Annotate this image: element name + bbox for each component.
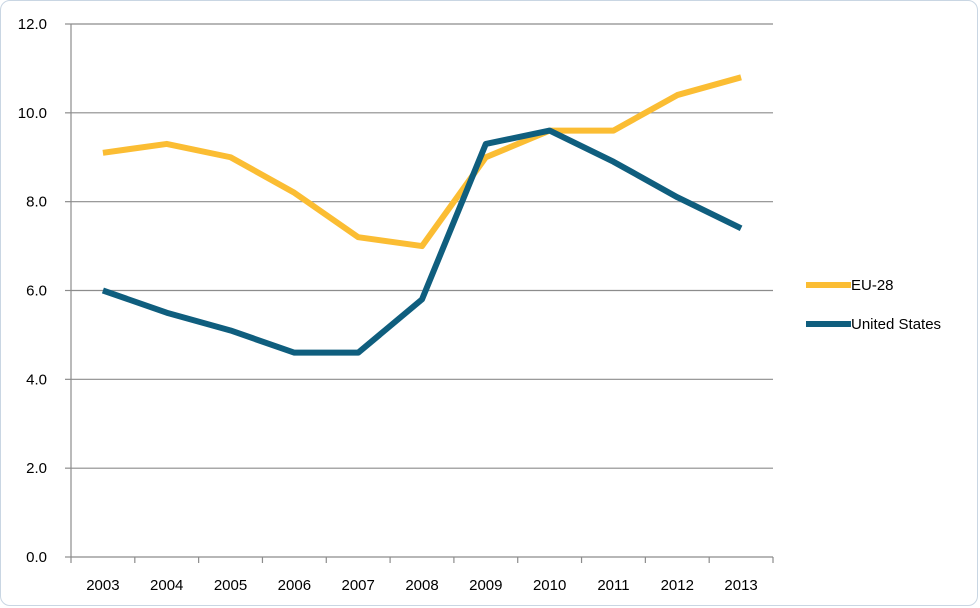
x-tick-label: 2012	[661, 577, 694, 594]
series-lines	[101, 74, 743, 356]
x-tick-label: 2008	[405, 577, 438, 594]
x-tick-label: 2006	[278, 577, 311, 594]
legend: EU-28 United States	[806, 277, 941, 333]
y-axis-tick-labels: 0.0 2.0 4.0 6.0 8.0 10.0 12.0	[18, 16, 47, 566]
y-tick-label: 8.0	[26, 194, 47, 211]
legend-label: United States	[851, 316, 941, 333]
y-tick-label: 12.0	[18, 16, 47, 33]
series-line-united-states	[101, 127, 743, 356]
x-axis-tick-labels: 2003 2004 2005 2006 2007 2008 2009 2010 2011 2012…	[86, 577, 758, 594]
x-tick-label: 2013	[724, 577, 757, 594]
x-tick-label: 2007	[341, 577, 374, 594]
y-tick-label: 2.0	[26, 460, 47, 477]
x-tick-label: 2009	[469, 577, 502, 594]
series-line-eu-28	[102, 74, 742, 250]
legend-label: EU-28	[851, 277, 894, 294]
axes	[65, 23, 774, 563]
x-tick-label: 2004	[150, 577, 183, 594]
x-tick-label: 2003	[86, 577, 119, 594]
x-tick-label: 2010	[533, 577, 566, 594]
y-tick-label: 6.0	[26, 283, 47, 300]
x-tick-label: 2005	[214, 577, 247, 594]
gridlines	[71, 23, 773, 469]
x-tick-label: 2011	[597, 577, 629, 594]
y-tick-label: 4.0	[26, 371, 47, 388]
y-tick-label: 10.0	[18, 105, 47, 122]
y-tick-label: 0.0	[26, 549, 47, 566]
